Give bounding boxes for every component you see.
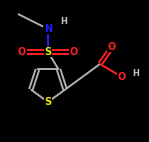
Text: O: O	[108, 42, 116, 52]
Text: S: S	[44, 47, 52, 57]
Text: H: H	[133, 69, 139, 79]
Text: H: H	[60, 17, 67, 27]
Text: S: S	[44, 97, 52, 107]
Text: N: N	[44, 24, 52, 34]
Text: O: O	[70, 47, 78, 57]
Text: O: O	[118, 72, 126, 82]
Text: O: O	[18, 47, 26, 57]
